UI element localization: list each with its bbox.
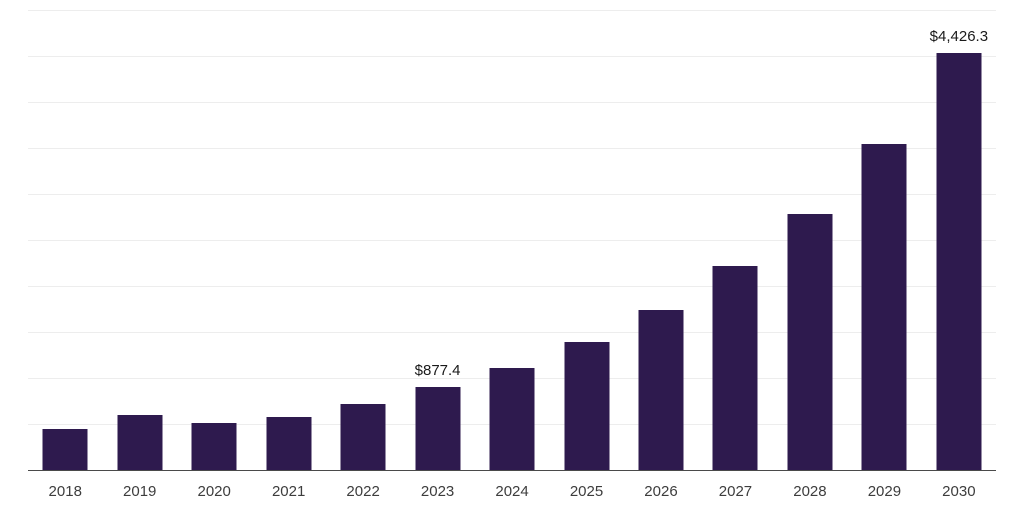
bar-2029 — [861, 143, 907, 470]
bar-column-2022 — [326, 10, 400, 470]
bar-2020 — [191, 422, 237, 470]
plot-area: $877.4 $4,426.3 — [28, 10, 996, 471]
bar-2030 — [936, 52, 982, 470]
x-axis-label-2030: 2030 — [942, 482, 976, 500]
x-axis-label-2022: 2022 — [346, 482, 380, 500]
bar-2026 — [638, 309, 684, 470]
bar-2021 — [266, 417, 312, 470]
gridline — [28, 240, 996, 241]
x-axis-label-2018: 2018 — [48, 482, 82, 500]
bar-column-2018 — [28, 10, 102, 470]
x-axis-label-2027: 2027 — [718, 482, 753, 500]
gridline — [28, 286, 996, 287]
bar-column-2030: $4,426.3 — [922, 10, 996, 470]
bar-value-label-2030: $4,426.3 — [929, 27, 989, 45]
bar-column-2026 — [624, 10, 698, 470]
bar-2022 — [340, 404, 386, 470]
x-axis-label-2020: 2020 — [197, 482, 231, 500]
x-axis-label-2026: 2026 — [644, 482, 678, 500]
bar-column-2027 — [698, 10, 772, 470]
x-axis-label-2028: 2028 — [793, 482, 827, 500]
gridline — [28, 56, 996, 57]
bars-row: $877.4 $4,426.3 — [28, 10, 996, 470]
x-axis-label-2024: 2024 — [495, 482, 529, 500]
gridline — [28, 102, 996, 103]
bar-column-2019 — [102, 10, 176, 470]
x-axis-label-2025: 2025 — [569, 482, 604, 500]
bar-column-2020 — [177, 10, 251, 470]
gridline — [28, 10, 996, 11]
bar-2025 — [564, 341, 610, 470]
bar-2019 — [117, 415, 163, 470]
bar-column-2029 — [847, 10, 921, 470]
bar-2024 — [489, 368, 535, 470]
bar-value-label-2023: $877.4 — [414, 362, 461, 380]
bar-2018 — [42, 429, 88, 470]
gridline — [28, 332, 996, 333]
bar-2027 — [712, 266, 758, 470]
x-axis: 2018 2019 2020 2021 2022 2023 2024 2025 2026 2027… — [28, 471, 996, 511]
bar-2023 — [415, 387, 461, 470]
x-axis-label-2019: 2019 — [123, 482, 157, 500]
bar-column-2028 — [773, 10, 847, 470]
bar-column-2024 — [475, 10, 549, 470]
x-axis-label-2023: 2023 — [420, 482, 455, 500]
bar-column-2025 — [549, 10, 623, 470]
bar-column-2021 — [251, 10, 325, 470]
bar-column-2023: $877.4 — [400, 10, 474, 470]
gridline — [28, 194, 996, 195]
gridline — [28, 148, 996, 149]
bar-2028 — [787, 213, 833, 470]
x-axis-label-2029: 2029 — [867, 482, 902, 500]
x-axis-label-2021: 2021 — [271, 482, 306, 500]
